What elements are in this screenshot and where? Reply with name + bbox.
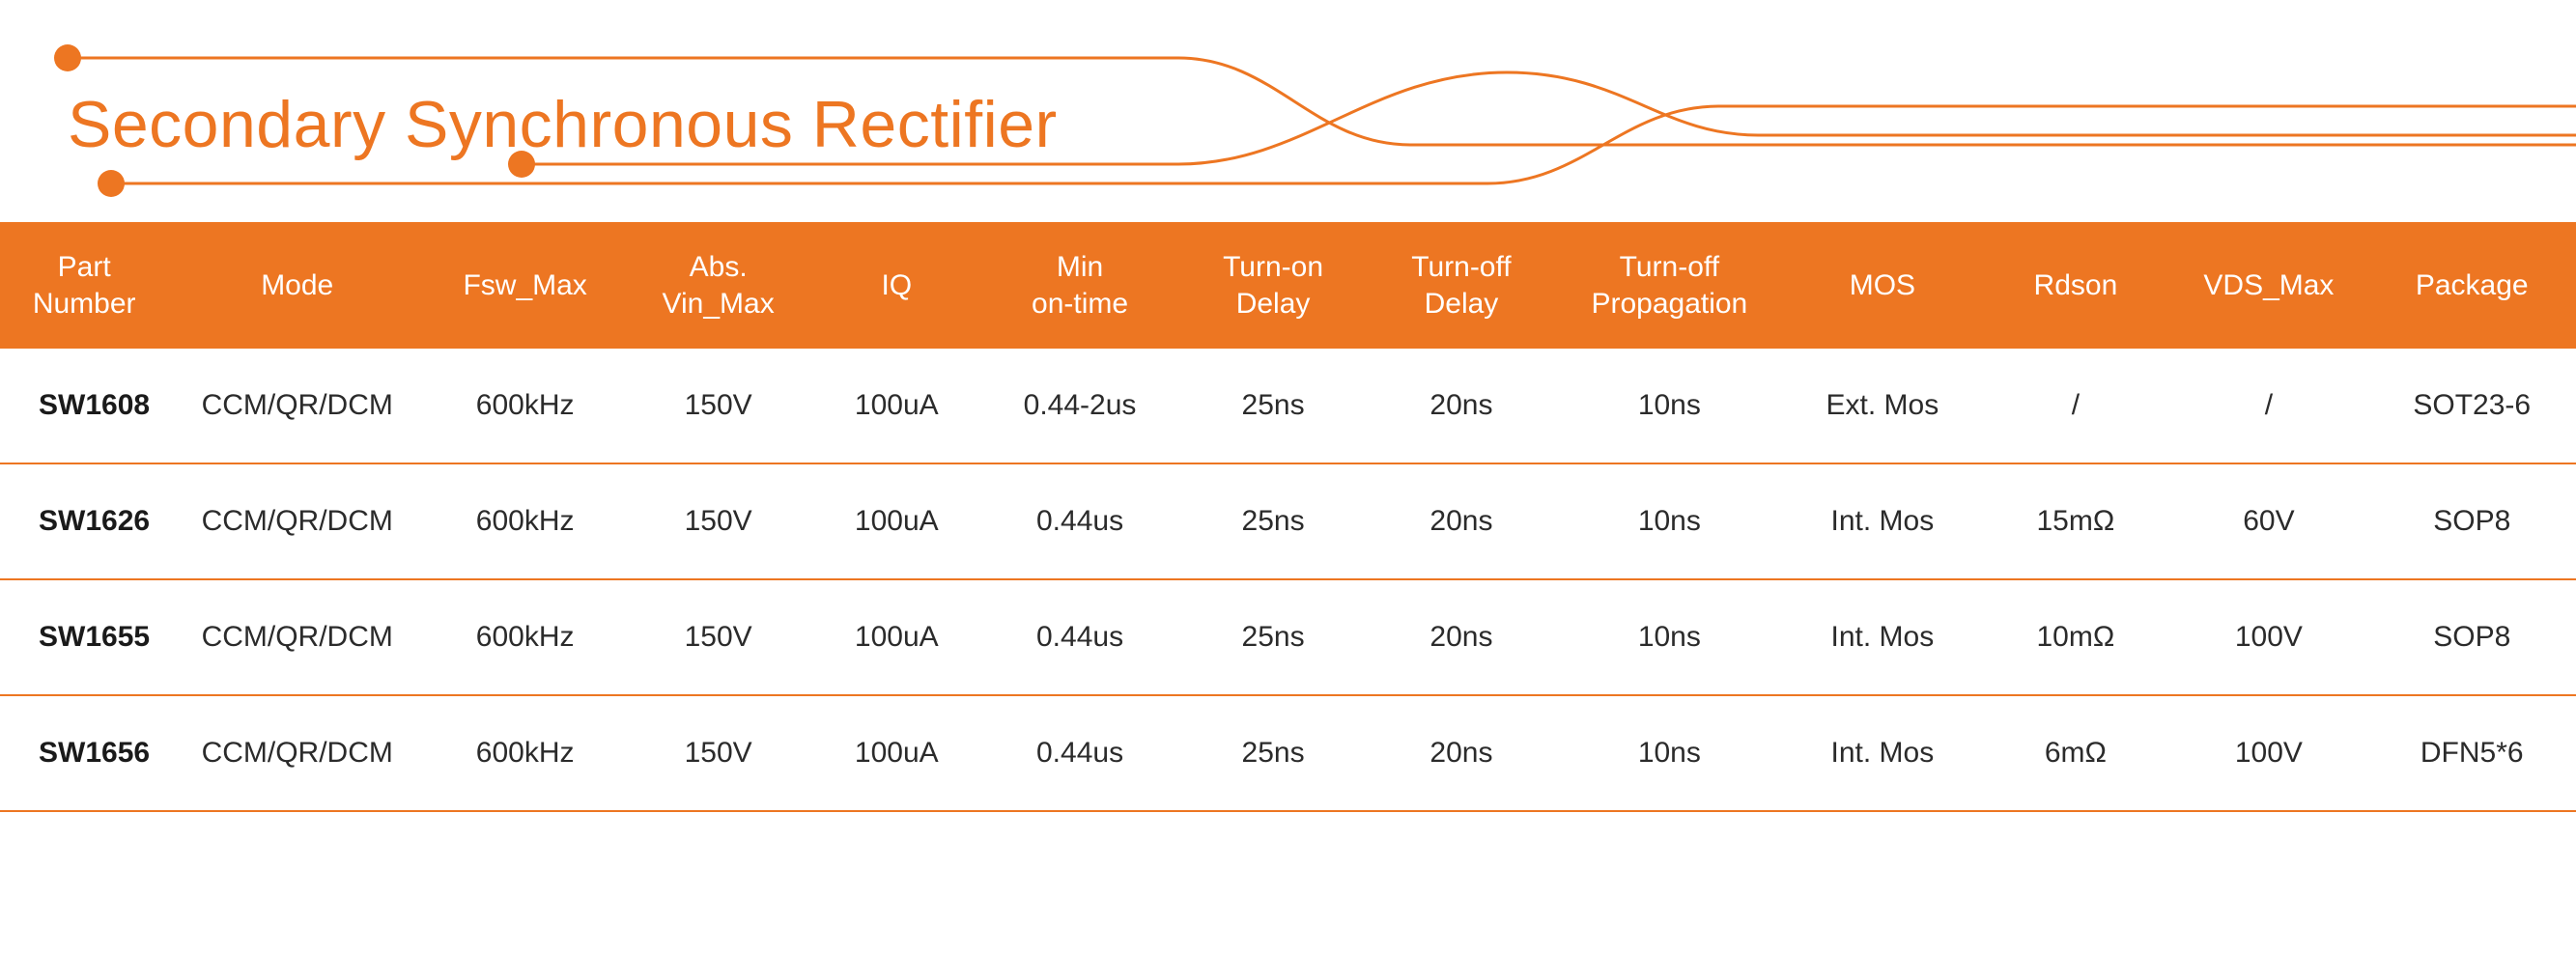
spec-cell: 6mΩ [1981, 695, 2169, 811]
spec-cell: CCM/QR/DCM [168, 349, 426, 463]
spec-cell: / [1981, 349, 2169, 463]
spec-table: PartNumberModeFsw_MaxAbs.Vin_MaxIQMinon-… [0, 222, 2576, 812]
spec-cell: 150V [624, 349, 812, 463]
part-number-cell: SW1626 [0, 463, 168, 579]
spec-cell: 150V [624, 579, 812, 695]
spec-cell: 20ns [1368, 463, 1556, 579]
spec-cell: 600kHz [426, 695, 624, 811]
spec-cell: 100uA [812, 463, 980, 579]
spec-cell: 20ns [1368, 579, 1556, 695]
spec-cell: 25ns [1179, 463, 1368, 579]
spec-cell: 10ns [1555, 463, 1783, 579]
spec-cell: / [2169, 349, 2367, 463]
spec-cell: Int. Mos [1783, 579, 1981, 695]
spec-cell: 25ns [1179, 349, 1368, 463]
spec-cell: 100uA [812, 579, 980, 695]
spec-cell: 20ns [1368, 349, 1556, 463]
spec-cell: CCM/QR/DCM [168, 579, 426, 695]
spec-cell: 100V [2169, 579, 2367, 695]
table-row: SW1655CCM/QR/DCM600kHz150V100uA0.44us25n… [0, 579, 2576, 695]
table-row: SW1626CCM/QR/DCM600kHz150V100uA0.44us25n… [0, 463, 2576, 579]
spec-cell: 10ns [1555, 579, 1783, 695]
spec-cell: 600kHz [426, 463, 624, 579]
spec-cell: SOT23-6 [2367, 349, 2576, 463]
spec-cell: 150V [624, 695, 812, 811]
part-number-cell: SW1608 [0, 349, 168, 463]
spec-cell: 10mΩ [1981, 579, 2169, 695]
part-number-cell: SW1655 [0, 579, 168, 695]
page-title: Secondary Synchronous Rectifier [68, 87, 1058, 162]
spec-cell: 150V [624, 463, 812, 579]
spec-cell: CCM/QR/DCM [168, 463, 426, 579]
spec-cell: 60V [2169, 463, 2367, 579]
table-body: SW1608CCM/QR/DCM600kHz150V100uA0.44-2us2… [0, 349, 2576, 811]
spec-cell: 100uA [812, 349, 980, 463]
spec-cell: SOP8 [2367, 463, 2576, 579]
spec-cell: Int. Mos [1783, 463, 1981, 579]
spec-cell: 0.44us [980, 579, 1178, 695]
spec-cell: 600kHz [426, 579, 624, 695]
table-row: SW1608CCM/QR/DCM600kHz150V100uA0.44-2us2… [0, 349, 2576, 463]
spec-cell: 0.44-2us [980, 349, 1178, 463]
spec-cell: 25ns [1179, 579, 1368, 695]
spec-cell: SOP8 [2367, 579, 2576, 695]
spec-cell: Ext. Mos [1783, 349, 1981, 463]
spec-cell: 20ns [1368, 695, 1556, 811]
spec-cell: 25ns [1179, 695, 1368, 811]
spec-cell: Int. Mos [1783, 695, 1981, 811]
part-number-cell: SW1656 [0, 695, 168, 811]
spec-cell: 15mΩ [1981, 463, 2169, 579]
spec-cell: 10ns [1555, 349, 1783, 463]
spec-cell: DFN5*6 [2367, 695, 2576, 811]
spec-cell: CCM/QR/DCM [168, 695, 426, 811]
header-section: Secondary Synchronous Rectifier [0, 29, 2576, 193]
spec-cell: 0.44us [980, 463, 1178, 579]
spec-cell: 10ns [1555, 695, 1783, 811]
spec-cell: 0.44us [980, 695, 1178, 811]
table-row: SW1656CCM/QR/DCM600kHz150V100uA0.44us25n… [0, 695, 2576, 811]
spec-cell: 600kHz [426, 349, 624, 463]
spec-cell: 100V [2169, 695, 2367, 811]
spec-cell: 100uA [812, 695, 980, 811]
